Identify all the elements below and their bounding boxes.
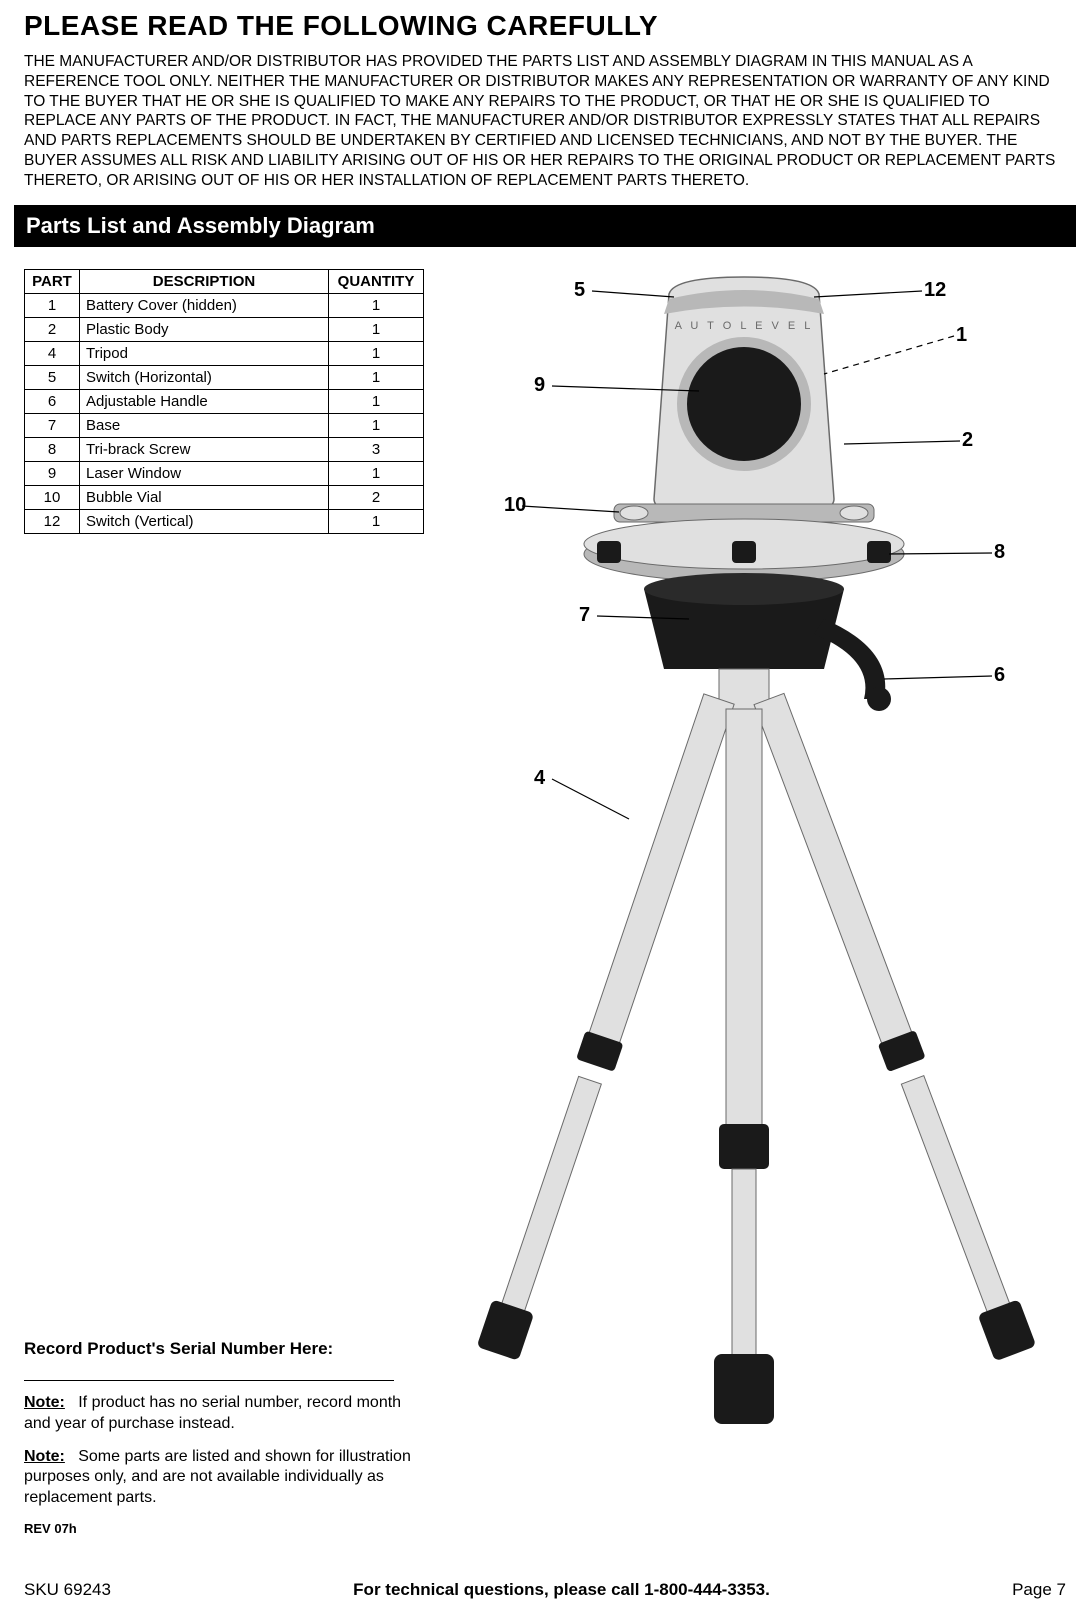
cell-qty: 1	[329, 413, 424, 437]
section-title-bar: Parts List and Assembly Diagram	[14, 205, 1076, 247]
revision-code: REV 07h	[24, 1521, 424, 1536]
page-heading: PLEASE READ THE FOLLOWING CAREFULLY	[24, 10, 1066, 42]
diagram-callout: 5	[574, 279, 585, 302]
cell-qty: 3	[329, 437, 424, 461]
cell-desc: Plastic Body	[80, 317, 329, 341]
table-row: 10Bubble Vial2	[25, 485, 424, 509]
note-1-label: Note:	[24, 1394, 65, 1411]
cell-desc: Base	[80, 413, 329, 437]
cell-qty: 1	[329, 389, 424, 413]
diagram-callout: 12	[924, 279, 946, 302]
table-row: 9Laser Window1	[25, 461, 424, 485]
cell-desc: Switch (Horizontal)	[80, 365, 329, 389]
cell-desc: Laser Window	[80, 461, 329, 485]
cell-desc: Battery Cover (hidden)	[80, 293, 329, 317]
cell-qty: 2	[329, 485, 424, 509]
cell-qty: 1	[329, 461, 424, 485]
table-row: 4Tripod1	[25, 341, 424, 365]
cell-qty: 1	[329, 509, 424, 533]
cell-part: 5	[25, 365, 80, 389]
diagram-callout: 1	[956, 324, 967, 347]
serial-heading: Record Product's Serial Number Here:	[24, 1339, 424, 1359]
note-2: Note: Some parts are listed and shown fo…	[24, 1447, 424, 1509]
cell-desc: Adjustable Handle	[80, 389, 329, 413]
diagram-svg: A U T O L E V E L	[464, 269, 1064, 1439]
table-row: 1Battery Cover (hidden)1	[25, 293, 424, 317]
diagram-callout: 6	[994, 664, 1005, 687]
diagram-callout: 8	[994, 541, 1005, 564]
cell-qty: 1	[329, 341, 424, 365]
table-row: 7Base1	[25, 413, 424, 437]
col-desc: DESCRIPTION	[80, 269, 329, 293]
diagram-callout: 10	[504, 494, 526, 517]
diagram-callout: 9	[534, 374, 545, 397]
col-part: PART	[25, 269, 80, 293]
cell-part: 9	[25, 461, 80, 485]
cell-qty: 1	[329, 293, 424, 317]
table-row: 8Tri-brack Screw3	[25, 437, 424, 461]
cell-part: 4	[25, 341, 80, 365]
cell-qty: 1	[329, 317, 424, 341]
table-row: 12Switch (Vertical)1	[25, 509, 424, 533]
table-row: 2Plastic Body1	[25, 317, 424, 341]
cell-part: 12	[25, 509, 80, 533]
cell-part: 10	[25, 485, 80, 509]
page-footer: SKU 69243 For technical questions, pleas…	[24, 1580, 1066, 1600]
table-header-row: PART DESCRIPTION QUANTITY	[25, 269, 424, 293]
disclaimer-text: THE MANUFACTURER AND/OR DISTRIBUTOR HAS …	[24, 52, 1066, 191]
cell-part: 8	[25, 437, 80, 461]
cell-desc: Tripod	[80, 341, 329, 365]
parts-table: PART DESCRIPTION QUANTITY 1Battery Cover…	[24, 269, 424, 534]
cell-part: 6	[25, 389, 80, 413]
diagram-callout: 4	[534, 767, 545, 790]
note-2-label: Note:	[24, 1448, 65, 1465]
cell-desc: Switch (Vertical)	[80, 509, 329, 533]
footer-page: Page 7	[1012, 1580, 1066, 1600]
diagram-callout: 7	[579, 604, 590, 627]
cell-part: 1	[25, 293, 80, 317]
cell-desc: Bubble Vial	[80, 485, 329, 509]
diagram-callout: 2	[962, 429, 973, 452]
note-1: Note: If product has no serial number, r…	[24, 1393, 424, 1435]
cell-qty: 1	[329, 365, 424, 389]
footer-sku: SKU 69243	[24, 1580, 111, 1600]
serial-input-line	[24, 1363, 394, 1381]
cell-part: 7	[25, 413, 80, 437]
col-qty: QUANTITY	[329, 269, 424, 293]
svg-text:A U T O L E V E L: A U T O L E V E L	[675, 320, 814, 332]
footer-phone: For technical questions, please call 1-8…	[353, 1580, 770, 1600]
cell-part: 2	[25, 317, 80, 341]
note-1-text: If product has no serial number, record …	[24, 1394, 401, 1432]
assembly-diagram: A U T O L E V E L512192108764	[464, 269, 1066, 1439]
table-row: 5Switch (Horizontal)1	[25, 365, 424, 389]
cell-desc: Tri-brack Screw	[80, 437, 329, 461]
table-row: 6Adjustable Handle1	[25, 389, 424, 413]
note-2-text: Some parts are listed and shown for illu…	[24, 1448, 411, 1507]
